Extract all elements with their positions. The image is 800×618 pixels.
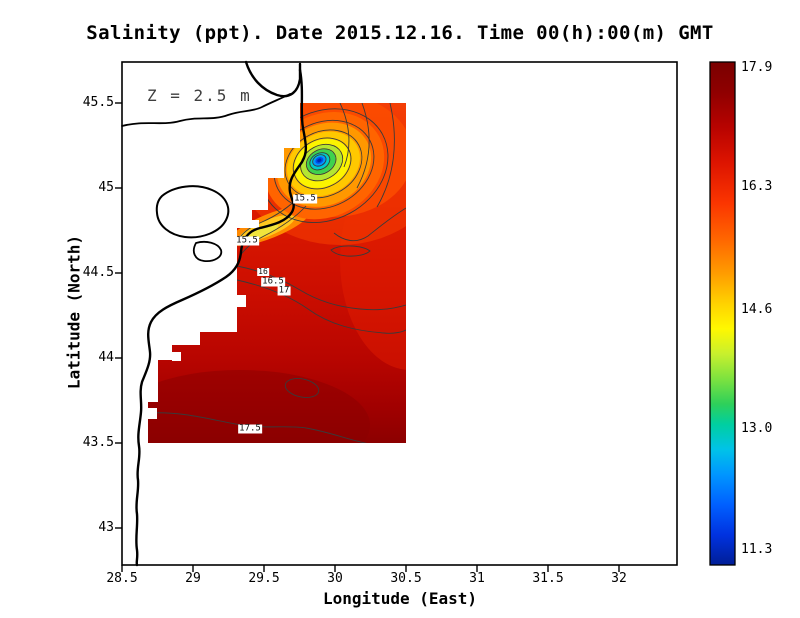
y-tick-label: 45.5: [82, 95, 114, 110]
plot-title: Salinity (ppt). Date 2015.12.16. Time 00…: [86, 22, 714, 44]
x-tick-label: 29: [185, 571, 201, 586]
x-tick-label: 28.5: [106, 571, 138, 586]
y-tick-label: 43: [98, 520, 114, 535]
contour-lines: [148, 103, 406, 443]
y-axis-label: Latitude (North): [64, 234, 84, 390]
contour-label: 16.5: [261, 276, 285, 287]
contour-label: 17.5: [238, 423, 262, 434]
lagoon: [155, 185, 230, 239]
axis-ticks: [115, 102, 620, 572]
colorbar-tick-label: 13.0: [741, 421, 773, 436]
y-tick-label: 43.5: [82, 435, 114, 450]
danube-river: [121, 93, 291, 127]
colorbar-tick-label: 14.6: [741, 302, 773, 317]
coastline: [121, 60, 308, 567]
y-tick-label: 44: [98, 350, 114, 365]
y-tick-label: 44.5: [82, 265, 114, 280]
x-tick-label: 31.5: [532, 571, 564, 586]
colorbar-tick-label: 16.3: [741, 179, 773, 194]
contour-label: 15.5: [293, 193, 317, 204]
y-tick-label: 45: [98, 180, 114, 195]
contour-label: 15.5: [235, 235, 259, 246]
colorbar-tick-label: 11.3: [741, 542, 773, 557]
x-tick-label: 30.5: [390, 571, 422, 586]
colorbar-tick-label: 17.9: [741, 60, 773, 75]
x-tick-label: 32: [611, 571, 627, 586]
x-tick-label: 29.5: [248, 571, 280, 586]
depth-annotation: Z = 2.5 m: [147, 86, 252, 105]
salinity-field: [148, 103, 406, 443]
contour-label: 17: [277, 285, 291, 296]
x-axis-label: Longitude (East): [322, 589, 478, 608]
x-tick-label: 30: [327, 571, 343, 586]
colorbar: [709, 61, 736, 566]
x-tick-label: 31: [469, 571, 485, 586]
land-mask-notches: [148, 220, 259, 419]
contour-label: 16: [257, 267, 269, 276]
